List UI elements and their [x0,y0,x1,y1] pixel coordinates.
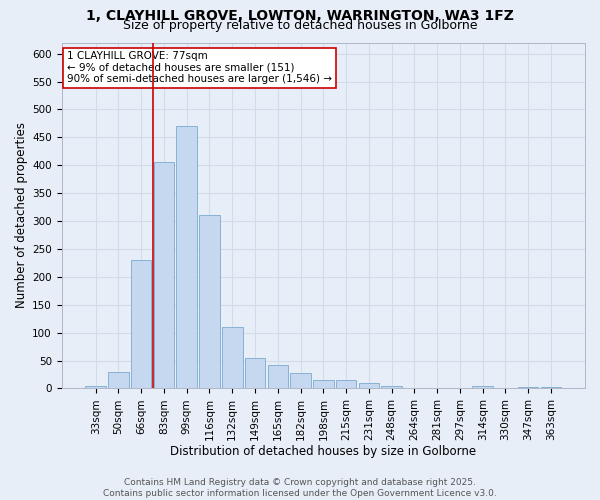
Text: Contains HM Land Registry data © Crown copyright and database right 2025.
Contai: Contains HM Land Registry data © Crown c… [103,478,497,498]
Text: Size of property relative to detached houses in Golborne: Size of property relative to detached ho… [123,19,477,32]
Bar [222,327,242,388]
Bar [541,387,561,388]
Bar [382,386,402,388]
Bar [85,386,106,388]
Bar [245,358,265,388]
Bar [518,387,538,388]
Bar [199,216,220,388]
Bar [268,365,288,388]
Bar [359,383,379,388]
Bar [154,162,174,388]
Text: 1 CLAYHILL GROVE: 77sqm
← 9% of detached houses are smaller (151)
90% of semi-de: 1 CLAYHILL GROVE: 77sqm ← 9% of detached… [67,51,332,84]
Bar [131,260,151,388]
Bar [313,380,334,388]
Bar [290,374,311,388]
Bar [336,380,356,388]
Bar [472,386,493,388]
X-axis label: Distribution of detached houses by size in Golborne: Distribution of detached houses by size … [170,444,476,458]
Bar [108,372,128,388]
Text: 1, CLAYHILL GROVE, LOWTON, WARRINGTON, WA3 1FZ: 1, CLAYHILL GROVE, LOWTON, WARRINGTON, W… [86,9,514,23]
Y-axis label: Number of detached properties: Number of detached properties [15,122,28,308]
Bar [176,126,197,388]
